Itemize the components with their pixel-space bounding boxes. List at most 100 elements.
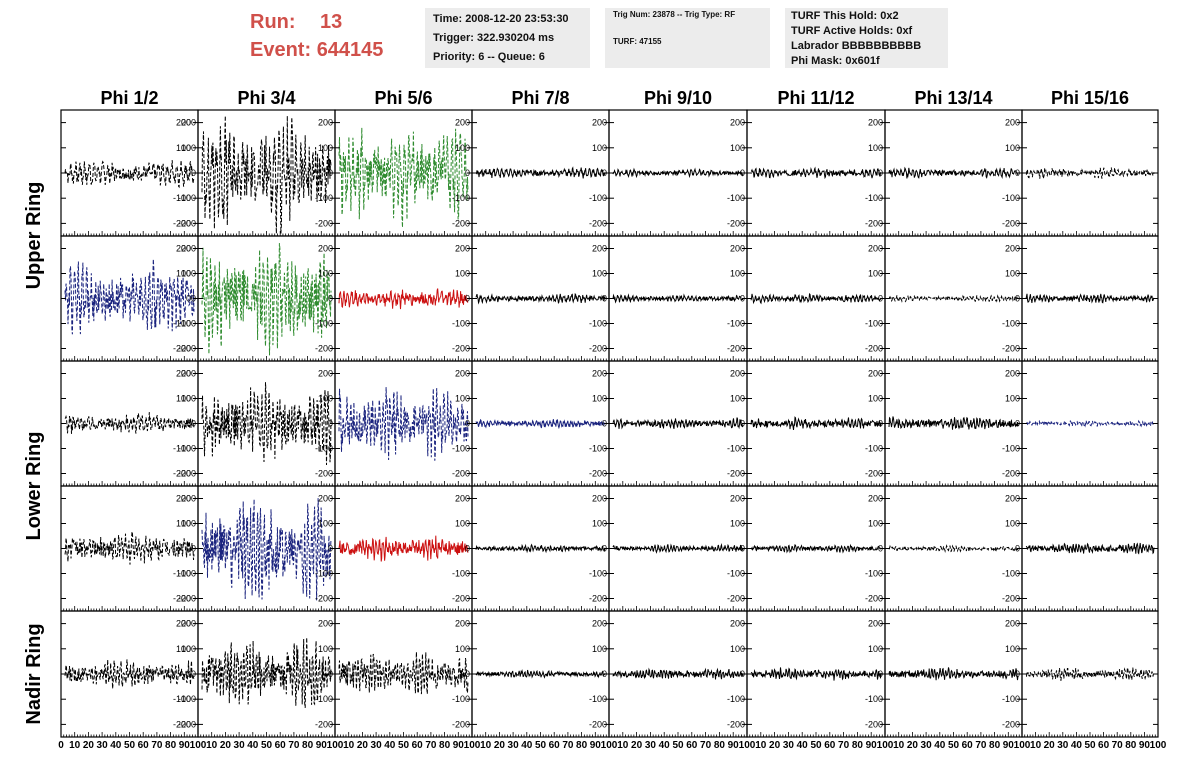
turf-holds-box: TURF This Hold: 0x2 TURF Active Holds: 0… bbox=[785, 8, 948, 68]
x-tick-label: 70 bbox=[700, 740, 712, 751]
y-tick-label: -100 bbox=[173, 193, 191, 203]
y-tick-label: -200 bbox=[727, 594, 745, 604]
x-tick-label: 70 bbox=[288, 740, 300, 751]
waveform-trace bbox=[64, 160, 195, 189]
y-tick-label: 100 bbox=[455, 394, 470, 404]
x-tick-label: 100 bbox=[1014, 740, 1031, 751]
x-tick-label: 60 bbox=[549, 740, 561, 751]
waveform-trace bbox=[888, 166, 1019, 180]
y-tick-label: 0 bbox=[602, 168, 607, 178]
y-tick-label: 0 bbox=[328, 168, 333, 178]
y-tick-label: -200 bbox=[727, 344, 745, 354]
x-tick-label: 50 bbox=[1084, 740, 1096, 751]
y-tick-label: 100 bbox=[1005, 269, 1020, 279]
column-title: Phi 9/10 bbox=[644, 88, 712, 108]
turf-this-hold-text: TURF This Hold: 0x2 bbox=[791, 10, 899, 22]
y-tick-label: 0 bbox=[191, 419, 196, 429]
y-tick-label: 100 bbox=[181, 519, 196, 529]
x-tick-label: 90 bbox=[1003, 740, 1015, 751]
y-tick-label: 0 bbox=[186, 669, 191, 679]
x-tick-label: 50 bbox=[261, 740, 273, 751]
waveform-trace bbox=[612, 543, 744, 554]
x-tick-label: 80 bbox=[302, 740, 314, 751]
y-tick-label: -100 bbox=[865, 444, 883, 454]
y-tick-label: 0 bbox=[465, 168, 470, 178]
turf-active-holds-text: TURF Active Holds: 0xf bbox=[791, 25, 913, 37]
y-tick-label: 0 bbox=[328, 294, 333, 304]
y-tick-label: -100 bbox=[178, 694, 196, 704]
y-tick-label: 200 bbox=[318, 369, 333, 379]
y-tick-label: 200 bbox=[455, 118, 470, 128]
y-tick-label: -200 bbox=[1002, 469, 1020, 479]
x-tick-label: 100 bbox=[739, 740, 756, 751]
waveform-trace bbox=[338, 288, 469, 310]
y-tick-label: 200 bbox=[730, 244, 745, 254]
x-tick-label: 60 bbox=[275, 740, 287, 751]
trig-num-text: Trig Num: 23878 -- Trig Type: RF bbox=[613, 10, 736, 19]
y-tick-label: 200 bbox=[1005, 369, 1020, 379]
y-tick-label: -100 bbox=[1002, 569, 1020, 579]
waveform-trace bbox=[475, 292, 606, 305]
x-tick-label: 30 bbox=[921, 740, 933, 751]
y-tick-label: -200 bbox=[173, 218, 191, 228]
waveform-trace bbox=[1025, 166, 1155, 179]
waveform-trace bbox=[1025, 542, 1155, 555]
y-tick-label: 0 bbox=[186, 294, 191, 304]
x-tick-label: 20 bbox=[907, 740, 919, 751]
y-tick-label: -200 bbox=[178, 344, 196, 354]
y-tick-label: 100 bbox=[318, 143, 333, 153]
y-tick-label: 0 bbox=[465, 669, 470, 679]
waveform-trace bbox=[889, 294, 1019, 303]
y-tick-label: 200 bbox=[318, 619, 333, 629]
y-tick-label: -100 bbox=[727, 569, 745, 579]
waveform-trace bbox=[612, 667, 744, 680]
y-tick-label: -200 bbox=[315, 218, 333, 228]
y-tick-label: -100 bbox=[315, 319, 333, 329]
y-tick-label: -100 bbox=[727, 694, 745, 704]
x-tick-label: 100 bbox=[327, 740, 344, 751]
y-tick-label: -200 bbox=[1002, 218, 1020, 228]
y-tick-label: 0 bbox=[186, 544, 191, 554]
y-tick-label: 100 bbox=[592, 269, 607, 279]
y-tick-label: -200 bbox=[315, 594, 333, 604]
x-tick-label: 40 bbox=[110, 740, 122, 751]
x-tick-label: 30 bbox=[97, 740, 109, 751]
x-tick-label: 10 bbox=[755, 740, 767, 751]
column-title: Phi 7/8 bbox=[511, 88, 569, 108]
y-tick-label: 200 bbox=[730, 369, 745, 379]
y-tick-label: 200 bbox=[1005, 494, 1020, 504]
x-tick-label: 90 bbox=[590, 740, 602, 751]
y-tick-label: 0 bbox=[1015, 544, 1020, 554]
x-tick-label: 70 bbox=[975, 740, 987, 751]
y-tick-label: -100 bbox=[865, 319, 883, 329]
row-title: Nadir Ring bbox=[23, 623, 45, 724]
x-tick-label: 10 bbox=[69, 740, 81, 751]
panel-frame bbox=[884, 235, 1023, 362]
y-tick-label: 200 bbox=[318, 118, 333, 128]
column-title: Phi 1/2 bbox=[100, 88, 158, 108]
y-tick-label: -200 bbox=[589, 594, 607, 604]
y-tick-label: -100 bbox=[865, 694, 883, 704]
y-tick-label: -100 bbox=[589, 694, 607, 704]
x-tick-label: 10 bbox=[206, 740, 218, 751]
y-tick-label: 100 bbox=[455, 269, 470, 279]
x-tick-label: 10 bbox=[893, 740, 905, 751]
x-tick-label: 60 bbox=[824, 740, 836, 751]
y-tick-label: 200 bbox=[318, 244, 333, 254]
waveform-trace bbox=[475, 166, 606, 179]
y-tick-label: -100 bbox=[452, 694, 470, 704]
y-tick-label: 0 bbox=[328, 544, 333, 554]
waveform-trace bbox=[750, 667, 882, 681]
x-tick-label: 80 bbox=[989, 740, 1001, 751]
y-tick-label: -100 bbox=[452, 444, 470, 454]
trig-num-box: Trig Num: 23878 -- Trig Type: RF TURF: 4… bbox=[605, 8, 770, 68]
y-tick-label: 0 bbox=[1015, 419, 1020, 429]
y-tick-label: 0 bbox=[740, 544, 745, 554]
y-tick-label: 0 bbox=[740, 294, 745, 304]
y-tick-label: 100 bbox=[318, 519, 333, 529]
y-tick-label: -100 bbox=[727, 193, 745, 203]
y-tick-label: 0 bbox=[328, 419, 333, 429]
turf-text: TURF: 47155 bbox=[613, 37, 662, 46]
y-tick-label: 200 bbox=[455, 494, 470, 504]
y-tick-label: -100 bbox=[589, 444, 607, 454]
